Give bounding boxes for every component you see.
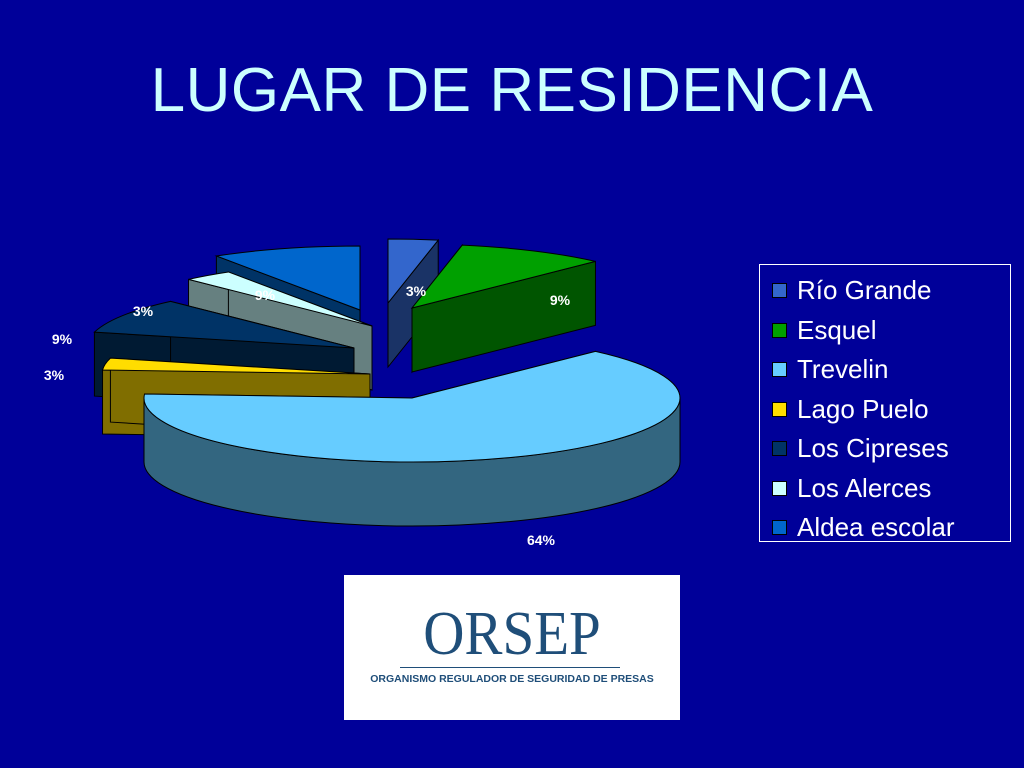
slice-label: 9% [550, 292, 571, 308]
legend-item: Trevelin [772, 350, 1010, 390]
legend-swatch [772, 480, 787, 496]
page-title: LUGAR DE RESIDENCIA [150, 56, 874, 125]
logo-divider [400, 667, 620, 668]
legend-swatch [772, 362, 787, 378]
legend-item: Lago Puelo [772, 390, 1010, 430]
chart-legend: Río Grande Esquel Trevelin Lago Puelo Los Ci… [759, 264, 1011, 542]
legend-swatch [772, 283, 787, 299]
logo-wordmark: ORSEP [423, 600, 601, 668]
slice-label: 9% [255, 287, 276, 303]
slice-label: 9% [52, 331, 73, 347]
slice-label: 3% [44, 367, 65, 383]
legend-swatch [772, 322, 787, 338]
orsep-logo: ORSEP ORGANISMO REGULADOR DE SEGURIDAD D… [344, 575, 680, 720]
legend-swatch [772, 520, 787, 536]
legend-label: Río Grande [797, 275, 932, 306]
legend-swatch [772, 441, 787, 457]
legend-item: Esquel [772, 311, 1010, 351]
legend-label: Trevelin [797, 354, 889, 385]
legend-label: Los Cipreses [797, 433, 949, 464]
legend-label: Esquel [797, 314, 877, 345]
legend-item: Los Alerces [772, 469, 1010, 509]
legend-label: Los Alerces [797, 472, 932, 503]
slice-label: 64% [527, 532, 556, 548]
slice-label: 3% [406, 283, 427, 299]
pie-slice [143, 350, 681, 527]
slice-label: 3% [133, 303, 154, 319]
legend-label: Aldea escolar [797, 512, 955, 543]
legend-item: Los Cipreses [772, 429, 1010, 469]
pie-slice [410, 243, 596, 374]
legend-item: Río Grande [772, 271, 1010, 311]
logo-subtitle: ORGANISMO REGULADOR DE SEGURIDAD DE PRES… [370, 673, 654, 685]
legend-label: Lago Puelo [797, 393, 929, 424]
legend-item: Aldea escolar [772, 508, 1010, 548]
legend-swatch [772, 401, 787, 417]
